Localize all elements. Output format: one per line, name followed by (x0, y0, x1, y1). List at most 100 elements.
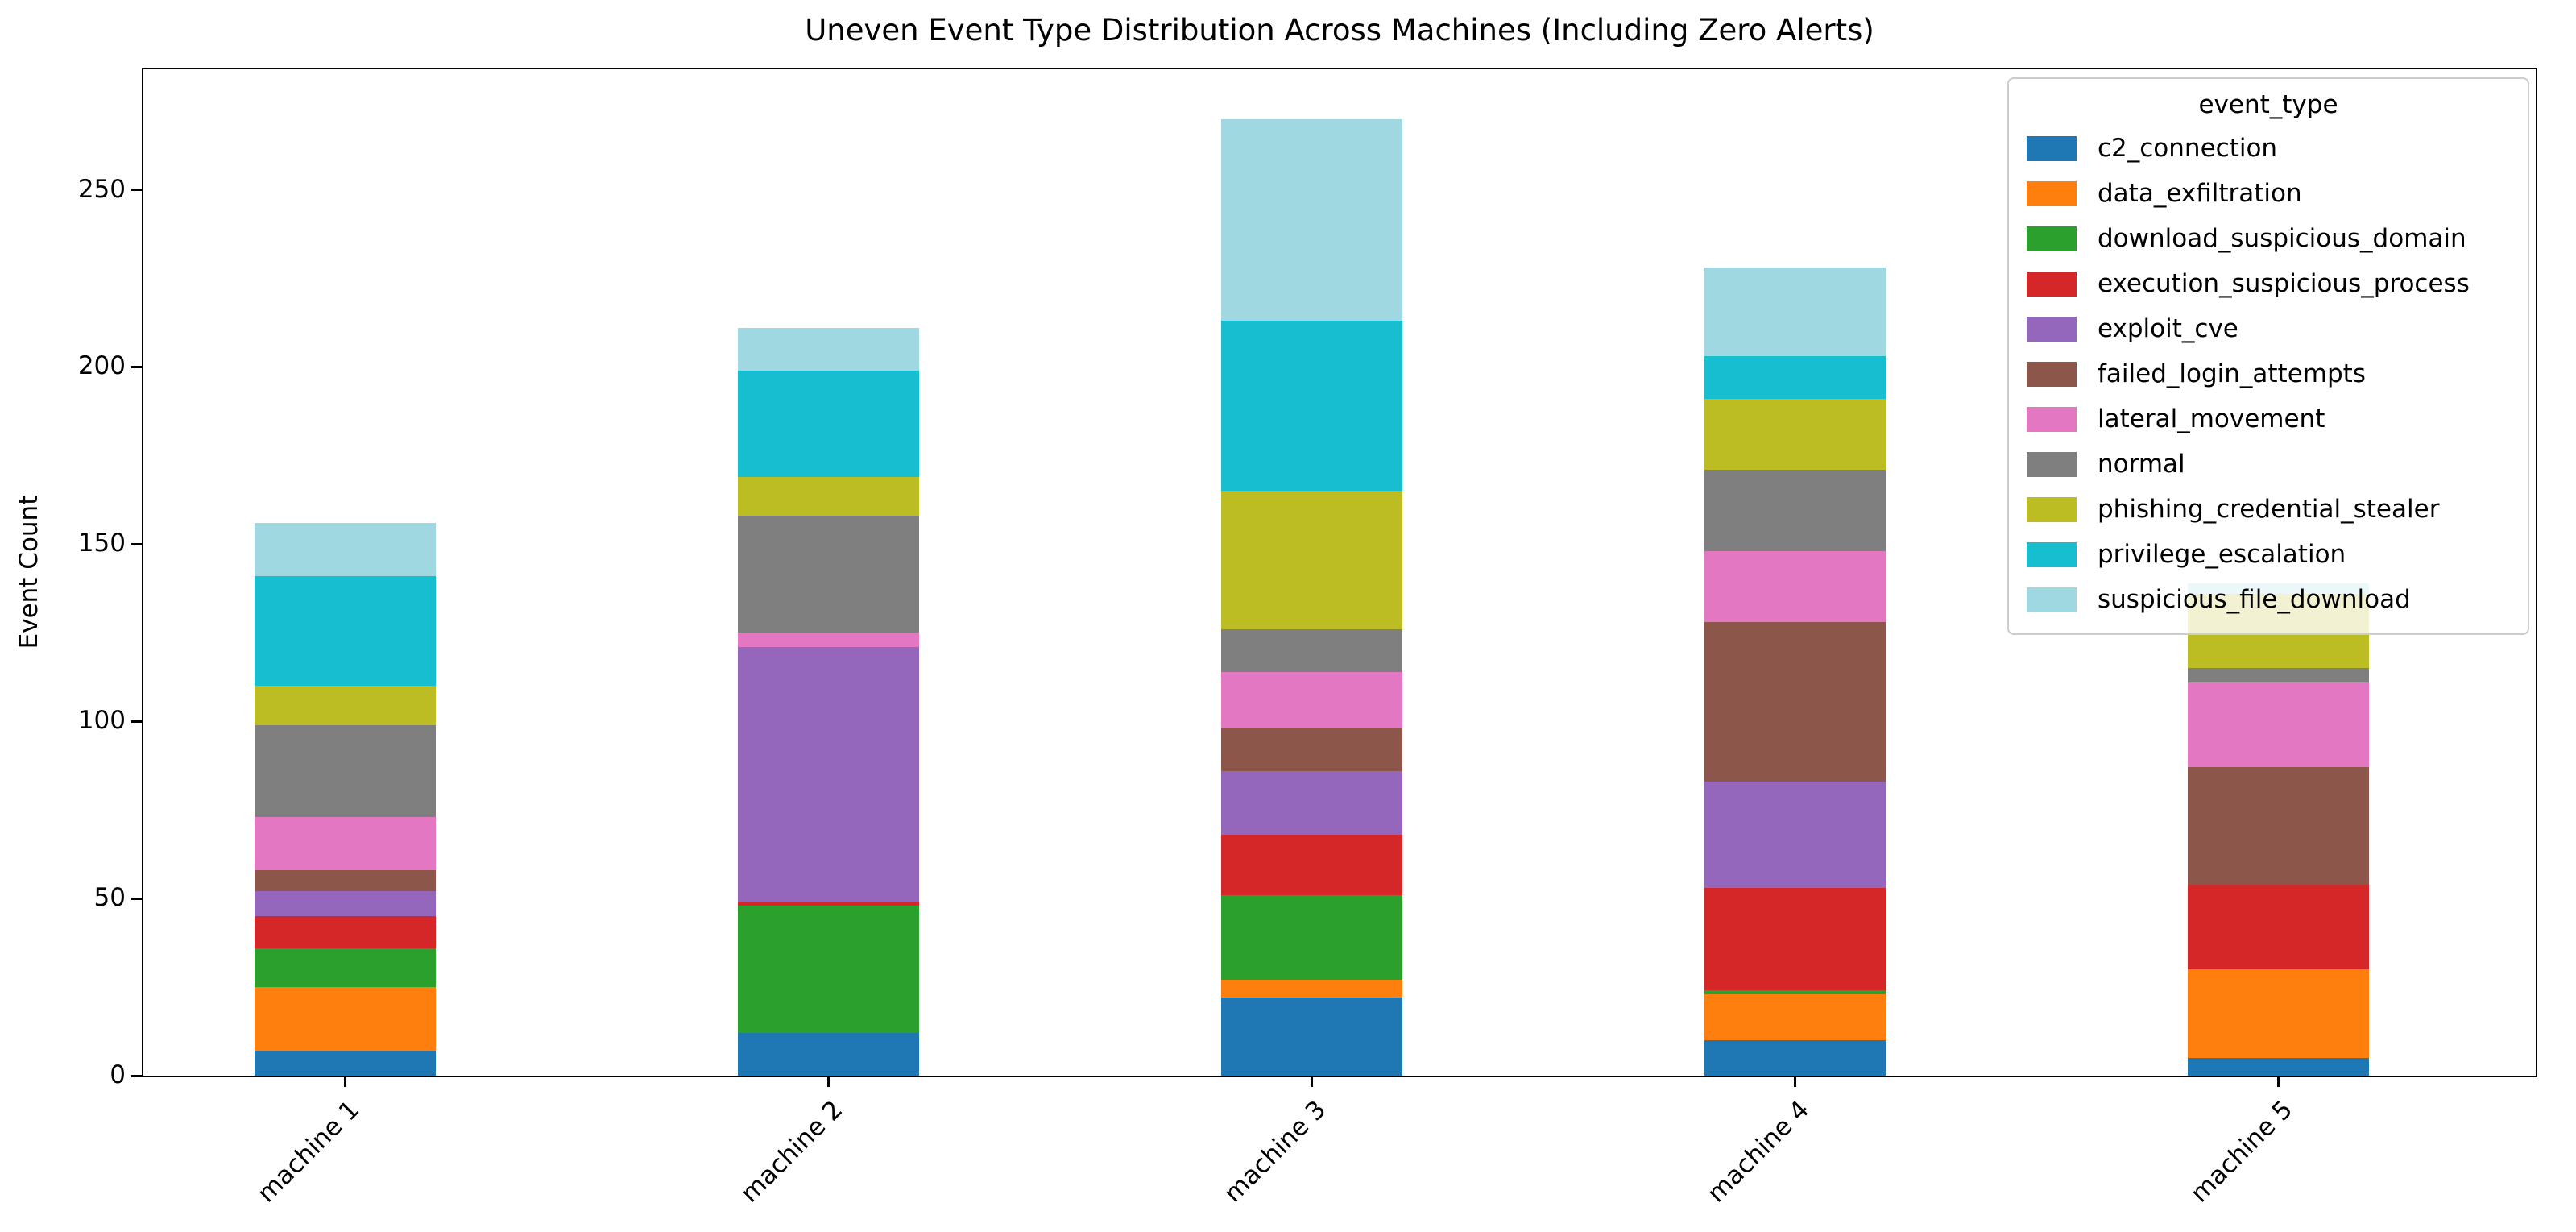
x-tick-label: machine 2 (735, 1095, 849, 1209)
y-tick-label: 200 (77, 351, 126, 381)
legend-swatch-icon (2027, 496, 2077, 522)
bar-segment-privilege_escalation (254, 575, 436, 687)
bar-segment-phishing_credential_stealer (1220, 491, 1402, 629)
bar-segment-lateral_movement (2187, 682, 2369, 768)
legend-item-failed_login_attempts: failed_login_attempts (2027, 351, 2510, 396)
bar-segment-data_exfiltration (1220, 980, 1402, 998)
legend-item-execution_suspicious_process: execution_suspicious_process (2027, 261, 2510, 306)
legend-item-lateral_movement: lateral_movement (2027, 396, 2510, 442)
legend-label: failed_login_attempts (2098, 359, 2366, 388)
bar-segment-download_suspicious_domain (737, 905, 919, 1034)
y-tick-label: 150 (77, 529, 126, 558)
legend-label: privilege_escalation (2098, 540, 2346, 569)
bar-segment-normal (2187, 668, 2369, 682)
bar-segment-lateral_movement (1704, 551, 1886, 623)
legend-items: c2_connection data_exfiltration download_s… (2027, 126, 2510, 622)
legend-swatch-icon (2027, 361, 2077, 387)
legend-item-exploit_cve: exploit_cve (2027, 306, 2510, 351)
bar-segment-phishing_credential_stealer (254, 686, 436, 725)
legend-swatch-icon (2027, 451, 2077, 477)
x-tick-label: machine 1 (251, 1095, 366, 1209)
bar-segment-exploit_cve (1704, 782, 1886, 888)
y-tick-mark (131, 542, 142, 545)
bar-segment-execution_suspicious_process (1220, 834, 1402, 895)
legend-label: phishing_credential_stealer (2098, 495, 2440, 524)
legend-swatch-icon (2027, 587, 2077, 612)
bar-segment-suspicious_file_download (1704, 268, 1886, 357)
y-tick-mark (131, 1074, 142, 1077)
legend-label: data_exfiltration (2098, 179, 2302, 208)
bar-segment-c2_connection (737, 1033, 919, 1076)
bar-segment-privilege_escalation (1704, 356, 1886, 400)
legend: event_type c2_connection data_exfiltratio… (2007, 77, 2529, 635)
bar-segment-download_suspicious_domain (1220, 894, 1402, 981)
bar-segment-normal (1220, 628, 1402, 672)
legend-label: download_suspicious_domain (2098, 224, 2466, 253)
bar-segment-normal (1704, 469, 1886, 552)
bar-segment-exploit_cve (737, 646, 919, 902)
y-tick-mark (131, 897, 142, 900)
bar-segment-c2_connection (1220, 998, 1402, 1076)
legend-item-c2_connection: c2_connection (2027, 126, 2510, 171)
legend-item-phishing_credential_stealer: phishing_credential_stealer (2027, 487, 2510, 532)
y-tick-label: 250 (77, 174, 126, 204)
bar-segment-phishing_credential_stealer (737, 476, 919, 516)
legend-label: normal (2098, 450, 2185, 479)
bar-segment-exploit_cve (1220, 770, 1402, 835)
legend-swatch-icon (2027, 406, 2077, 432)
legend-swatch-icon (2027, 180, 2077, 206)
bar-segment-c2_connection (254, 1051, 436, 1076)
bar-segment-suspicious_file_download (737, 328, 919, 371)
bar-segment-failed_login_attempts (2187, 767, 2369, 885)
bar-segment-suspicious_file_download (1220, 118, 1402, 321)
x-tick-label: machine 5 (2185, 1095, 2299, 1209)
x-tick-mark (826, 1076, 830, 1087)
legend-item-suspicious_file_download: suspicious_file_download (2027, 577, 2510, 622)
bar-segment-failed_login_attempts (1220, 728, 1402, 771)
chart-title: Uneven Event Type Distribution Across Ma… (805, 13, 1874, 48)
bar-segment-lateral_movement (254, 816, 436, 870)
legend-swatch-icon (2027, 135, 2077, 161)
bar-segment-failed_login_attempts (254, 869, 436, 892)
x-tick-label: machine 3 (1218, 1095, 1332, 1209)
bar-segment-c2_connection (2187, 1058, 2369, 1076)
bar-segment-exploit_cve (254, 891, 436, 917)
y-tick-label: 100 (77, 706, 126, 736)
bar-segment-execution_suspicious_process (254, 916, 436, 948)
bar-segment-privilege_escalation (1220, 321, 1402, 492)
legend-label: exploit_cve (2098, 314, 2238, 343)
x-tick-mark (1793, 1076, 1796, 1087)
legend-label: c2_connection (2098, 134, 2278, 163)
legend-item-normal: normal (2027, 442, 2510, 487)
bar-segment-suspicious_file_download (254, 522, 436, 576)
bar-segment-execution_suspicious_process (2187, 884, 2369, 970)
bar-segment-execution_suspicious_process (737, 902, 919, 906)
bar-segment-lateral_movement (1220, 671, 1402, 729)
y-tick-label: 50 (93, 883, 126, 913)
bar-segment-lateral_movement (737, 633, 919, 647)
y-tick-mark (131, 720, 142, 723)
legend-label: lateral_movement (2098, 404, 2325, 433)
legend-label: suspicious_file_download (2098, 585, 2411, 614)
x-tick-mark (2276, 1076, 2280, 1087)
bar-segment-download_suspicious_domain (254, 948, 436, 988)
legend-swatch-icon (2027, 271, 2077, 297)
y-tick-label: 0 (110, 1060, 126, 1089)
bar-segment-normal (254, 724, 436, 817)
legend-swatch-icon (2027, 541, 2077, 567)
legend-swatch-icon (2027, 226, 2077, 251)
y-tick-mark (131, 189, 142, 192)
legend-label: execution_suspicious_process (2098, 269, 2470, 298)
x-tick-label: machine 4 (1701, 1095, 1816, 1209)
bar-segment-data_exfiltration (254, 987, 436, 1052)
y-axis-label: Event Count (14, 495, 43, 649)
x-tick-mark (343, 1076, 346, 1087)
legend-title: event_type (2198, 90, 2338, 119)
bar-segment-failed_login_attempts (1704, 622, 1886, 782)
bar-segment-execution_suspicious_process (1704, 887, 1886, 991)
legend-item-data_exfiltration: data_exfiltration (2027, 171, 2510, 216)
bar-segment-data_exfiltration (1704, 993, 1886, 1041)
bar-segment-c2_connection (1704, 1040, 1886, 1076)
bar-segment-normal (737, 516, 919, 633)
